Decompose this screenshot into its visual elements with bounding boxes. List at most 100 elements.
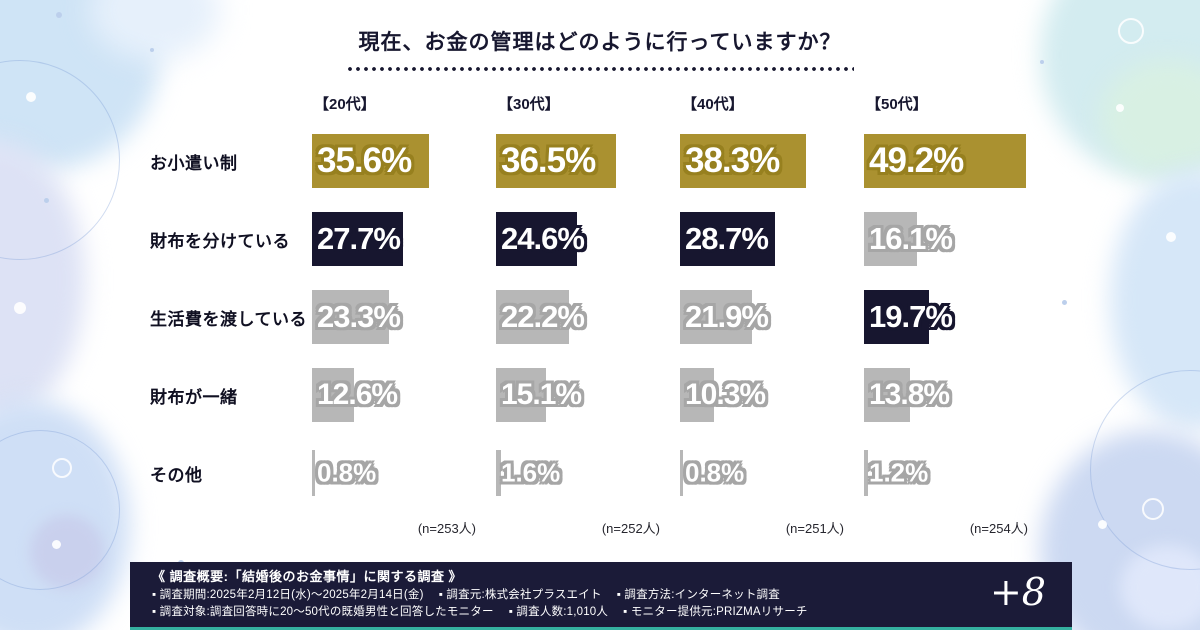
- bar-cell: 22.2%: [496, 278, 680, 356]
- bar: [312, 450, 315, 496]
- decoration-ring: [1118, 18, 1144, 44]
- decoration-dot: [1166, 232, 1176, 242]
- decoration-dot: [150, 48, 154, 52]
- bar-value-label: 0.8%: [317, 457, 377, 488]
- bar-cell: 0.8%: [680, 434, 864, 512]
- bar-cell: 12.6%: [312, 356, 496, 434]
- decoration-dot: [56, 12, 62, 18]
- plus-eight-logo: +8: [989, 569, 1046, 614]
- title-underline: [346, 66, 854, 72]
- row-label: お小遣い制: [150, 153, 238, 173]
- decoration-dot: [44, 198, 49, 203]
- decoration-dot: [1062, 300, 1067, 305]
- decoration-dot: [14, 302, 26, 314]
- bar: [680, 450, 683, 496]
- survey-heading: 《 調査概要:「結婚後のお金事情」に関する調査 》: [152, 568, 463, 584]
- bar: [680, 290, 753, 344]
- bar-value-label: 36.5%: [501, 141, 596, 180]
- column-header: 【50代】: [866, 96, 928, 113]
- bar-value-label: 38.3%: [685, 141, 780, 180]
- row-label: 生活費を渡している: [150, 309, 307, 329]
- decoration-ring: [1142, 498, 1164, 520]
- bar-chart: 【20代】 【30代】 【40代】 【50代】 お小遣い制 35.6% 36.5…: [150, 86, 1048, 542]
- header-spacer: [150, 86, 312, 122]
- decoration-blob: [1100, 60, 1200, 175]
- bar-cell: 1.2%: [864, 434, 1048, 512]
- bar: [496, 212, 578, 266]
- bar-value-label: 19.7%: [869, 299, 953, 334]
- bar-value-label: 10.3%: [685, 378, 766, 411]
- bar-value-label: 49.2%: [869, 141, 964, 180]
- sample-size-label: (n=251人): [785, 520, 844, 536]
- bar-cell: 49.2%: [864, 122, 1048, 200]
- bar-cell: 13.8%: [864, 356, 1048, 434]
- chart-grid: 【20代】 【30代】 【40代】 【50代】 お小遣い制 35.6% 36.5…: [150, 86, 1048, 542]
- decoration-ring: [52, 458, 72, 478]
- bar-value-label: 35.6%: [317, 141, 412, 180]
- bar: [496, 134, 617, 188]
- bar: [864, 368, 910, 422]
- survey-detail-line-2: ▪ 調査対象:調査回答時に20〜50代の既婚男性と回答したモニター ▪ 調査人数…: [152, 606, 808, 618]
- bar-value-label: 16.1%: [869, 221, 953, 256]
- bar-cell: 27.7%: [312, 200, 496, 278]
- bar-value-label: 22.2%: [501, 299, 585, 334]
- decoration-dot: [1040, 60, 1044, 64]
- bar-value-label: 15.1%: [501, 378, 582, 411]
- decoration-dot: [1098, 520, 1107, 529]
- decoration-dot: [52, 540, 61, 549]
- bar-cell: 19.7%: [864, 278, 1048, 356]
- survey-overview-footer: 《 調査概要:「結婚後のお金事情」に関する調査 》 ▪ 調査期間:2025年2月…: [130, 562, 1072, 630]
- bar: [680, 368, 714, 422]
- bar: [312, 134, 430, 188]
- bar: [680, 212, 775, 266]
- bar-value-label: 13.8%: [869, 378, 950, 411]
- bar: [496, 450, 502, 496]
- bar-cell: 36.5%: [496, 122, 680, 200]
- row-label: 財布を分けている: [150, 231, 290, 251]
- column-header: 【40代】: [682, 96, 744, 113]
- bar-value-label: 12.6%: [317, 378, 398, 411]
- bar-value-label: 27.7%: [317, 221, 401, 256]
- bar-value-label: 28.7%: [685, 221, 769, 256]
- bar-cell: 35.6%: [312, 122, 496, 200]
- row-label: その他: [150, 465, 203, 485]
- bar: [864, 134, 1027, 188]
- column-header: 【20代】: [314, 96, 376, 113]
- bar-cell: 10.3%: [680, 356, 864, 434]
- bar-value-label: 21.9%: [685, 299, 769, 334]
- sample-size-label: (n=253人): [417, 520, 476, 536]
- bar-cell: 38.3%: [680, 122, 864, 200]
- n-row-spacer: [150, 512, 312, 542]
- bar: [864, 450, 868, 496]
- page-title: 現在、お金の管理はどのように行っていますか？: [358, 31, 842, 54]
- bar-value-label: 0.8%: [685, 457, 745, 488]
- bar-cell: 1.6%: [496, 434, 680, 512]
- survey-detail-line-1: ▪ 調査期間:2025年2月12日(水)〜2025年2月14日(金) ▪ 調査元…: [152, 588, 780, 601]
- survey-overview-text: 《 調査概要:「結婚後のお金事情」に関する調査 》 ▪ 調査期間:2025年2月…: [152, 566, 978, 622]
- bar-cell: 28.7%: [680, 200, 864, 278]
- row-label: 財布が一緒: [150, 387, 238, 407]
- sample-size-label: (n=252人): [601, 520, 660, 536]
- bar: [312, 368, 354, 422]
- bar-value-label: 1.6%: [501, 457, 561, 488]
- bar-value-label: 24.6%: [501, 221, 585, 256]
- sample-size-label: (n=254人): [969, 520, 1028, 536]
- bar-cell: 16.1%: [864, 200, 1048, 278]
- bar-cell: 23.3%: [312, 278, 496, 356]
- bar-cell: 15.1%: [496, 356, 680, 434]
- bar: [864, 290, 929, 344]
- bar-cell: 0.8%: [312, 434, 496, 512]
- bar: [496, 368, 546, 422]
- bar: [680, 134, 807, 188]
- decoration-dot: [26, 92, 36, 102]
- bar-cell: 24.6%: [496, 200, 680, 278]
- column-header: 【30代】: [498, 96, 560, 113]
- bar: [312, 290, 389, 344]
- bar-value-label: 1.2%: [869, 457, 929, 488]
- bar: [496, 290, 570, 344]
- bar-value-label: 23.3%: [317, 299, 401, 334]
- bar: [864, 212, 918, 266]
- bar: [312, 212, 404, 266]
- bar-cell: 21.9%: [680, 278, 864, 356]
